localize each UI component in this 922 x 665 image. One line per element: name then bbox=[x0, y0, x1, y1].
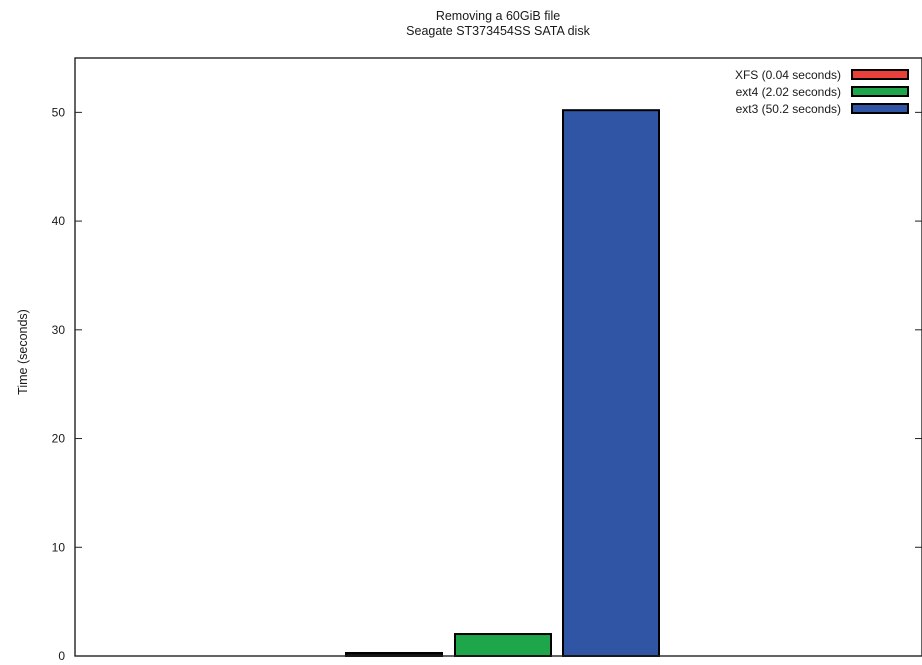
y-tick-label: 20 bbox=[52, 432, 66, 446]
legend-swatch bbox=[851, 86, 909, 97]
y-tick-label: 50 bbox=[52, 105, 66, 119]
y-axis-ticks: 0 10 20 30 40 50 bbox=[52, 105, 922, 663]
bar-1 bbox=[454, 633, 552, 658]
legend: XFS (0.04 seconds) ext4 (2.02 seconds) ext… bbox=[735, 68, 909, 116]
legend-label: ext4 (2.02 seconds) bbox=[736, 85, 841, 99]
y-axis-label: Time (seconds) bbox=[16, 309, 30, 395]
legend-label: XFS (0.04 seconds) bbox=[735, 68, 841, 82]
bars bbox=[345, 109, 660, 658]
bar-2 bbox=[562, 109, 660, 658]
legend-label: ext3 (50.2 seconds) bbox=[736, 102, 841, 116]
chart-title: Removing a 60GiB file bbox=[436, 9, 560, 23]
y-tick-label: 0 bbox=[58, 649, 65, 660]
plot-frame bbox=[74, 57, 922, 657]
chart-subtitle: Seagate ST373454SS SATA disk bbox=[406, 24, 590, 38]
legend-swatch bbox=[851, 69, 909, 80]
y-tick-label: 10 bbox=[52, 540, 66, 554]
y-tick-label: 30 bbox=[52, 323, 66, 337]
legend-swatch bbox=[851, 103, 909, 114]
y-tick-label: 40 bbox=[52, 214, 66, 228]
